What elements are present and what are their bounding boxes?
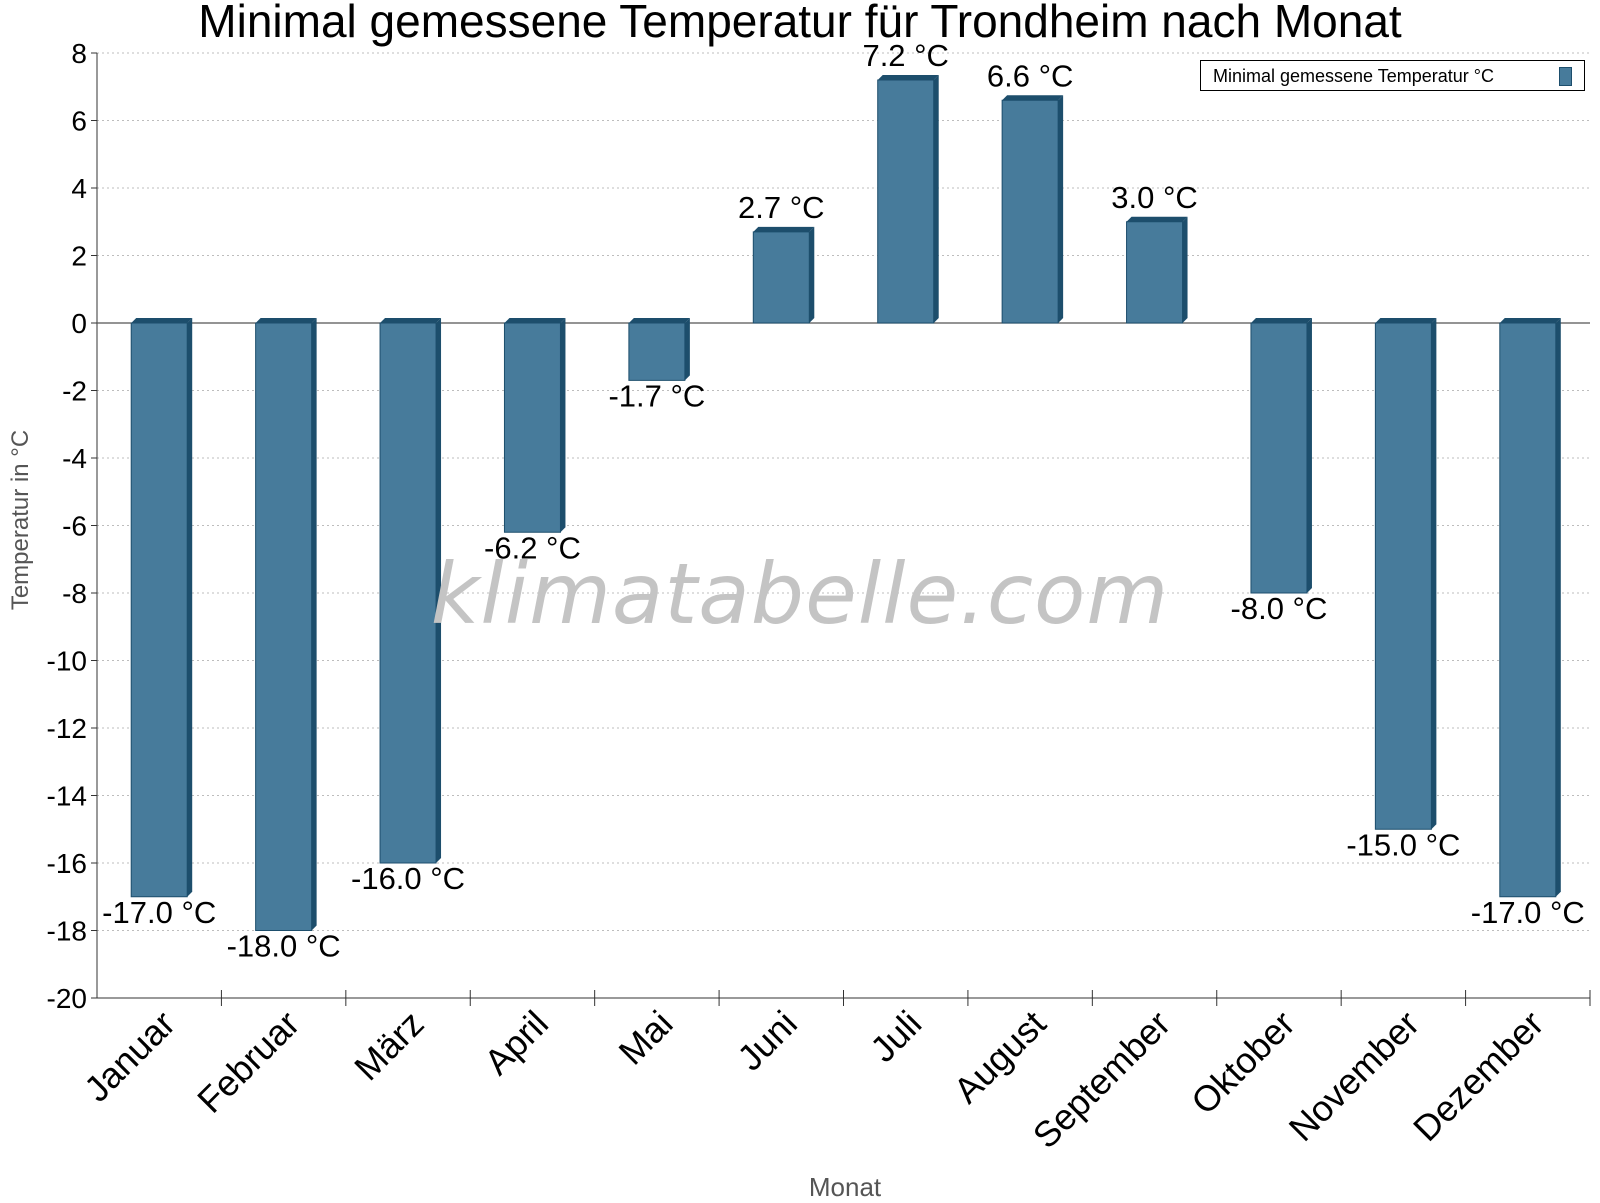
y-tick-label: 4 xyxy=(71,173,87,204)
data-label: 7.2 °C xyxy=(862,38,949,73)
x-tick-label: August xyxy=(946,1003,1054,1111)
bar-side xyxy=(187,318,193,897)
bar-side xyxy=(1058,95,1064,323)
x-tick-label: Mai xyxy=(611,1003,681,1073)
bar-top xyxy=(628,318,690,323)
x-tick-label: Januar xyxy=(76,1003,183,1110)
y-tick-label: -18 xyxy=(47,916,87,947)
bar xyxy=(752,231,810,324)
data-label: -8.0 °C xyxy=(1231,591,1328,626)
bar xyxy=(1001,99,1059,324)
data-label: -6.2 °C xyxy=(484,530,581,565)
bar-top xyxy=(1002,95,1064,101)
legend: Minimal gemessene Temperatur °C xyxy=(1200,60,1585,91)
bar-side xyxy=(311,318,317,931)
bar-side xyxy=(933,75,939,323)
bar-top xyxy=(1499,318,1561,323)
x-tick-label: Februar xyxy=(189,1003,307,1121)
bar-top xyxy=(877,75,939,80)
y-tick-label: -2 xyxy=(62,376,87,407)
data-label: 6.6 °C xyxy=(987,58,1074,93)
bar xyxy=(1374,322,1432,830)
data-label: -17.0 °C xyxy=(102,895,216,930)
y-tick-label: -4 xyxy=(62,443,87,474)
y-tick-label: -8 xyxy=(62,578,87,609)
bar xyxy=(255,322,313,931)
bar-side xyxy=(436,318,442,863)
bar-side xyxy=(1555,318,1561,897)
bar-side xyxy=(1431,318,1437,830)
data-label: -18.0 °C xyxy=(227,929,341,964)
bar xyxy=(379,322,437,864)
x-tick-label: Dezember xyxy=(1405,1003,1551,1149)
y-tick-label: -14 xyxy=(47,781,87,812)
x-tick-label: Juni xyxy=(729,1003,805,1079)
bar-side xyxy=(809,226,815,323)
chart-title: Minimal gemessene Temperatur für Trondhe… xyxy=(198,0,1402,47)
bar xyxy=(1250,322,1308,594)
data-label: -16.0 °C xyxy=(351,861,465,896)
y-tick-label: -16 xyxy=(47,848,87,879)
legend-swatch xyxy=(1559,67,1572,86)
x-tick-label: Oktober xyxy=(1183,1003,1303,1123)
bar xyxy=(628,322,686,381)
bar-side xyxy=(1182,216,1188,323)
bar-side xyxy=(560,318,566,533)
legend-label: Minimal gemessene Temperatur °C xyxy=(1213,66,1494,86)
bar xyxy=(877,79,935,324)
bar-top xyxy=(380,318,442,323)
y-tick-label: -6 xyxy=(62,511,87,542)
x-tick-label: März xyxy=(346,1003,432,1089)
y-tick-label: -20 xyxy=(47,983,87,1014)
y-tick-label: 8 xyxy=(71,38,87,69)
bar-top xyxy=(504,318,566,323)
x-tick-label: November xyxy=(1281,1003,1427,1149)
bar xyxy=(503,322,561,533)
y-tick-label: -12 xyxy=(47,713,87,744)
y-tick-label: 2 xyxy=(71,241,87,272)
y-tick-label: -10 xyxy=(47,646,87,677)
data-label: -15.0 °C xyxy=(1346,827,1460,862)
watermark: klimatabelle.com xyxy=(430,545,1170,643)
bar-top xyxy=(753,226,815,232)
data-label: -1.7 °C xyxy=(608,378,705,413)
data-label: -17.0 °C xyxy=(1471,895,1585,930)
data-label: 3.0 °C xyxy=(1111,180,1198,215)
x-axis-label: Monat xyxy=(808,1172,882,1202)
y-tick-label: 0 xyxy=(71,308,87,339)
bar-top xyxy=(1375,318,1437,323)
bar xyxy=(130,322,188,898)
bar-top xyxy=(1126,216,1188,222)
bar-top xyxy=(255,318,317,323)
bar xyxy=(1499,322,1557,898)
bar xyxy=(1126,221,1184,324)
bar-top xyxy=(1250,318,1312,323)
bar-top xyxy=(131,318,193,323)
bar-side xyxy=(1306,318,1312,593)
x-tick-label: Juli xyxy=(862,1003,929,1070)
bar-side xyxy=(684,318,690,381)
x-tick-label: April xyxy=(476,1003,556,1083)
data-label: 2.7 °C xyxy=(738,190,825,225)
y-tick-label: 6 xyxy=(71,106,87,137)
